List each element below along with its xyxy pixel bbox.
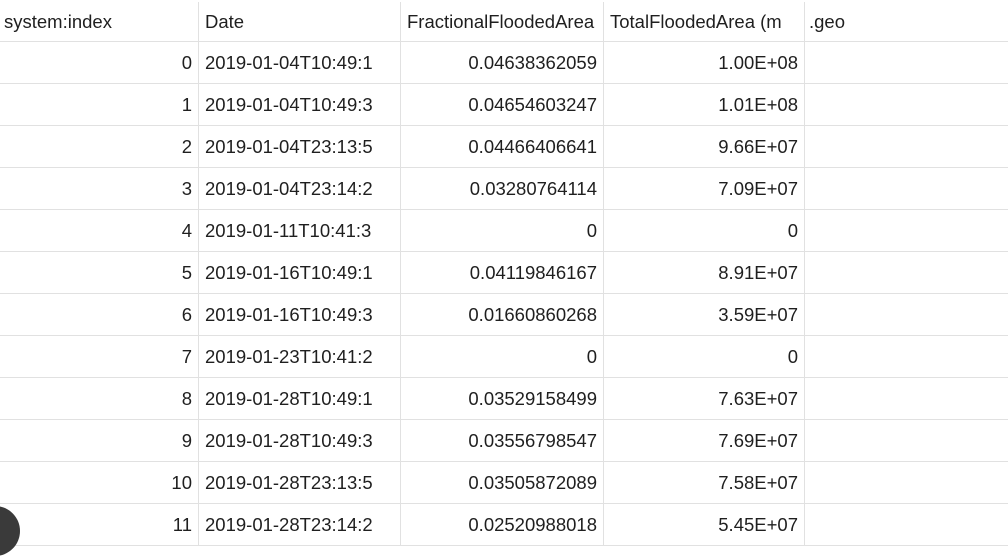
cell-index[interactable]: 1 xyxy=(0,84,199,125)
header-cell-system-index[interactable]: system:index xyxy=(0,2,199,41)
cell-total-flooded-area[interactable]: 7.58E+07 xyxy=(604,462,805,503)
cell-date[interactable]: 2019-01-04T23:14:2 xyxy=(199,168,401,209)
cell-total-flooded-area[interactable]: 0 xyxy=(604,210,805,251)
table-row: 3 2019-01-04T23:14:2 0.03280764114 7.09E+07 xyxy=(0,168,1008,210)
header-cell-geo[interactable]: .geo xyxy=(809,11,846,32)
cell-date[interactable]: 2019-01-04T10:49:1 xyxy=(199,42,401,83)
header-cell-total-flooded-area[interactable]: TotalFloodedArea (m xyxy=(604,2,805,41)
table-row: 10 2019-01-28T23:13:5 0.03505872089 7.58E+0… xyxy=(0,462,1008,504)
cell-fractional-flooded-area[interactable]: 0.03280764114 xyxy=(401,168,604,209)
cell-date[interactable]: 2019-01-28T10:49:1 xyxy=(199,378,401,419)
cell-total-flooded-area[interactable]: 9.66E+07 xyxy=(604,126,805,167)
cell-date[interactable]: 2019-01-04T10:49:3 xyxy=(199,84,401,125)
cell-fractional-flooded-area[interactable]: 0.04119846167 xyxy=(401,252,604,293)
cell-geo[interactable] xyxy=(805,168,1008,209)
cell-total-flooded-area[interactable]: 1.01E+08 xyxy=(604,84,805,125)
cell-fractional-flooded-area[interactable]: 0.04654603247 xyxy=(401,84,604,125)
table-row: 2 2019-01-04T23:13:5 0.04466406641 9.66E+07 xyxy=(0,126,1008,168)
table-row: 1 2019-01-04T10:49:3 0.04654603247 1.01E+08 xyxy=(0,84,1008,126)
cell-geo[interactable] xyxy=(805,336,1008,377)
cell-geo[interactable] xyxy=(805,378,1008,419)
cell-index[interactable]: 6 xyxy=(0,294,199,335)
cell-geo[interactable] xyxy=(805,294,1008,335)
cell-fractional-flooded-area[interactable]: 0.03529158499 xyxy=(401,378,604,419)
cell-fractional-flooded-area[interactable]: 0.04638362059 xyxy=(401,42,604,83)
cell-fractional-flooded-area[interactable]: 0.04466406641 xyxy=(401,126,604,167)
spreadsheet-grid: system:index Date FractionalFloodedArea … xyxy=(0,2,1008,546)
cell-index[interactable]: 9 xyxy=(0,420,199,461)
header-cell-date[interactable]: Date xyxy=(199,2,401,41)
cell-date[interactable]: 2019-01-23T10:41:2 xyxy=(199,336,401,377)
cell-geo[interactable] xyxy=(805,84,1008,125)
header-row: system:index Date FractionalFloodedArea … xyxy=(0,2,1008,42)
cell-index[interactable]: 0 xyxy=(0,42,199,83)
cell-total-flooded-area[interactable]: 3.59E+07 xyxy=(604,294,805,335)
cell-geo[interactable] xyxy=(805,126,1008,167)
header-cell-fractional-flooded-area[interactable]: FractionalFloodedArea xyxy=(401,2,604,41)
table-row: 11 2019-01-28T23:14:2 0.02520988018 5.45E+0… xyxy=(0,504,1008,546)
cell-geo[interactable] xyxy=(805,252,1008,293)
table-row: 9 2019-01-28T10:49:3 0.03556798547 7.69E+07 xyxy=(0,420,1008,462)
cell-geo[interactable] xyxy=(805,210,1008,251)
table-row: 4 2019-01-11T10:41:3 0 0 xyxy=(0,210,1008,252)
cell-geo[interactable] xyxy=(805,420,1008,461)
cell-fractional-flooded-area[interactable]: 0.03556798547 xyxy=(401,420,604,461)
cell-index[interactable]: 11 xyxy=(0,504,199,545)
table-row: 8 2019-01-28T10:49:1 0.03529158499 7.63E+07 xyxy=(0,378,1008,420)
cell-date[interactable]: 2019-01-11T10:41:3 xyxy=(199,210,401,251)
cell-date[interactable]: 2019-01-16T10:49:1 xyxy=(199,252,401,293)
cell-index[interactable]: 7 xyxy=(0,336,199,377)
cell-total-flooded-area[interactable]: 7.69E+07 xyxy=(604,420,805,461)
cell-index[interactable]: 8 xyxy=(0,378,199,419)
cell-total-flooded-area[interactable]: 8.91E+07 xyxy=(604,252,805,293)
table-row: 0 2019-01-04T10:49:1 0.04638362059 1.00E+08 xyxy=(0,42,1008,84)
cell-index[interactable]: 10 xyxy=(0,462,199,503)
cell-date[interactable]: 2019-01-28T23:13:5 xyxy=(199,462,401,503)
cell-total-flooded-area[interactable]: 1.00E+08 xyxy=(604,42,805,83)
cell-fractional-flooded-area[interactable]: 0 xyxy=(401,336,604,377)
cell-total-flooded-area[interactable]: 7.09E+07 xyxy=(604,168,805,209)
cell-date[interactable]: 2019-01-16T10:49:3 xyxy=(199,294,401,335)
cell-date[interactable]: 2019-01-04T23:13:5 xyxy=(199,126,401,167)
cell-fractional-flooded-area[interactable]: 0.02520988018 xyxy=(401,504,604,545)
cell-geo[interactable] xyxy=(805,504,1008,545)
cell-index[interactable]: 4 xyxy=(0,210,199,251)
cell-date[interactable]: 2019-01-28T23:14:2 xyxy=(199,504,401,545)
cell-geo[interactable] xyxy=(805,462,1008,503)
cell-total-flooded-area[interactable]: 0 xyxy=(604,336,805,377)
table-row: 7 2019-01-23T10:41:2 0 0 xyxy=(0,336,1008,378)
cell-date[interactable]: 2019-01-28T10:49:3 xyxy=(199,420,401,461)
cell-fractional-flooded-area[interactable]: 0.03505872089 xyxy=(401,462,604,503)
cell-fractional-flooded-area[interactable]: 0 xyxy=(401,210,604,251)
cell-total-flooded-area[interactable]: 7.63E+07 xyxy=(604,378,805,419)
cell-geo[interactable] xyxy=(805,42,1008,83)
cell-index[interactable]: 2 xyxy=(0,126,199,167)
cell-index[interactable]: 3 xyxy=(0,168,199,209)
table-row: 5 2019-01-16T10:49:1 0.04119846167 8.91E+07 xyxy=(0,252,1008,294)
table-row: 6 2019-01-16T10:49:3 0.01660860268 3.59E+07 xyxy=(0,294,1008,336)
cell-fractional-flooded-area[interactable]: 0.01660860268 xyxy=(401,294,604,335)
cell-total-flooded-area[interactable]: 5.45E+07 xyxy=(604,504,805,545)
cell-index[interactable]: 5 xyxy=(0,252,199,293)
